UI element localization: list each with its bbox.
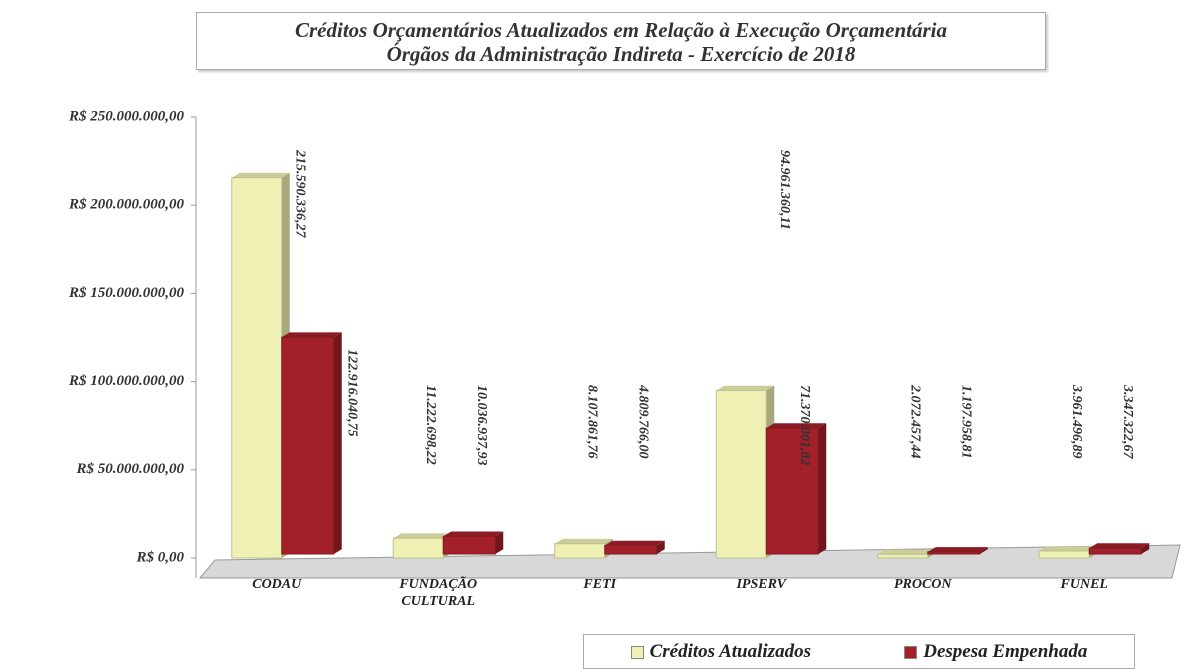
value-label: 3.961.496,89 — [1069, 384, 1084, 459]
x-tick-label: PROCON — [893, 577, 952, 592]
legend-swatch — [904, 645, 918, 659]
legend-label: Créditos Atualizados — [649, 640, 811, 662]
bar — [392, 537, 444, 559]
bar-top — [1089, 543, 1150, 549]
chart-title: Créditos Orçamentários Atualizados em Re… — [295, 18, 947, 42]
bar — [231, 177, 283, 559]
bar-top — [231, 172, 290, 178]
value-label: 2.072.457,44 — [908, 384, 923, 459]
y-tick-label: R$ 100.000.000,00 — [68, 373, 185, 389]
y-tick-label: R$ 50.000.000,00 — [75, 461, 184, 477]
bar-top — [604, 540, 665, 546]
bar-top — [877, 549, 936, 555]
x-tick-label: CODAU — [252, 577, 302, 592]
value-label: 94.961.360,11 — [777, 150, 792, 230]
x-tick-label: FETI — [583, 577, 617, 592]
bar-top — [927, 547, 988, 552]
floor — [198, 544, 1181, 579]
bar-top — [766, 423, 827, 429]
bar-top — [1039, 546, 1098, 552]
value-label: 4.809.766,00 — [636, 384, 651, 459]
legend-swatch — [630, 645, 644, 659]
bar — [554, 543, 606, 559]
value-label: 10.036.937,93 — [474, 385, 489, 466]
value-label: 1.197.958,81 — [959, 385, 974, 459]
legend-item: Despesa Empenhada — [904, 641, 1087, 663]
legend: Créditos Atualizados Despesa Empenhada — [583, 634, 1135, 669]
bar — [765, 427, 819, 555]
bar-side — [656, 540, 665, 554]
y-tick-label: R$ 0,00 — [135, 549, 184, 565]
value-label: 11.222.698,22 — [423, 385, 438, 465]
x-tick-label: IPSERV — [736, 577, 787, 592]
legend-item: Créditos Atualizados — [630, 640, 811, 663]
bar-side — [979, 547, 988, 554]
y-tick-label: R$ 250.000.000,00 — [68, 108, 185, 124]
bar-side — [333, 332, 342, 554]
y-tick-label: R$ 200.000.000,00 — [68, 197, 185, 213]
bar-top — [554, 538, 613, 544]
value-label: 215.590.336,27 — [293, 149, 308, 239]
bar-side — [818, 423, 827, 554]
bar — [281, 336, 335, 555]
bar — [927, 551, 981, 555]
chart-subtitle: Órgãos da Administração Indireta - Exerc… — [386, 42, 856, 66]
value-label: 122.916.040,75 — [345, 349, 360, 437]
value-label: 3.347.322,67 — [1120, 384, 1135, 460]
value-label: 8.107.861,76 — [585, 385, 600, 459]
x-tick-label: FUNDAÇÃO CULTURAL — [399, 577, 478, 609]
bar — [1088, 547, 1142, 555]
bar — [442, 535, 496, 555]
bar — [1038, 550, 1090, 559]
x-tick-label: FUNEL — [1060, 577, 1108, 592]
bar-top — [716, 385, 775, 391]
legend-label: Despesa Empenhada — [923, 640, 1088, 662]
title-box: Créditos Orçamentários Atualizados em Re… — [196, 12, 1046, 70]
bar-top — [281, 332, 342, 338]
bar — [715, 389, 767, 559]
bar — [877, 553, 929, 559]
value-label: 71.370.001,82 — [797, 385, 812, 466]
bar-top — [443, 531, 504, 537]
bar-top — [393, 533, 452, 539]
bar-side — [1141, 543, 1150, 554]
y-tick-label: R$ 150.000.000,00 — [68, 285, 185, 301]
bar-side — [495, 531, 504, 554]
bar — [604, 545, 658, 555]
